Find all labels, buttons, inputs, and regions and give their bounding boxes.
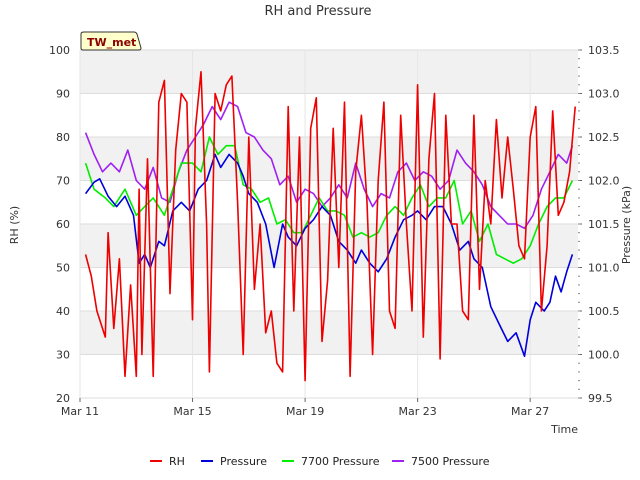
series-layer — [84, 71, 576, 382]
axes: 20 30 40 50 60 70 80 90 100 99.5 100.0 100.5 101.0 10… — [49, 44, 620, 418]
legend-label: 7700 Pressure — [301, 455, 380, 468]
legend-label: RH — [169, 455, 185, 468]
x-tick-label: Mar 27 — [511, 405, 549, 418]
y-right-tick-label: 103.0 — [588, 88, 620, 101]
y-right-tick-label: 102.0 — [588, 175, 620, 188]
x-axis-title: Time — [550, 423, 578, 436]
y-left-axis-title: RH (%) — [8, 206, 21, 244]
y-left-tick-label: 50 — [56, 262, 70, 275]
legend: RH Pressure 7700 Pressure 7500 Pressure — [150, 455, 490, 468]
chart-title: RH and Pressure — [264, 4, 371, 19]
x-tick-label: Mar 15 — [173, 405, 211, 418]
series-line-rh — [84, 71, 576, 382]
y-right-tick-label: 100.5 — [588, 305, 620, 318]
legend-item: RH — [150, 455, 185, 468]
y-right-tick-label: 100.0 — [588, 349, 620, 362]
y-left-tick-label: 40 — [56, 305, 70, 318]
legend-label: Pressure — [220, 455, 267, 468]
y-left-tick-label: 80 — [56, 131, 70, 144]
y-left-tick-label: 60 — [56, 218, 70, 231]
y-right-axis-title: Pressure (kPa) — [620, 186, 633, 264]
x-tick-label: Mar 11 — [61, 405, 99, 418]
station-badge-label: TW_met — [87, 36, 136, 49]
y-left-tick-label: 30 — [56, 349, 70, 362]
grid-band — [80, 311, 578, 355]
y-right-tick-label: 102.5 — [588, 131, 620, 144]
x-tick-label: Mar 23 — [399, 405, 437, 418]
legend-item: Pressure — [201, 455, 267, 468]
y-left-tick-label: 20 — [56, 392, 70, 405]
grid-band — [80, 50, 578, 94]
y-right-tick-label: 99.5 — [588, 392, 613, 405]
y-left-tick-label: 70 — [56, 175, 70, 188]
legend-item: 7500 Pressure — [392, 455, 490, 468]
y-right-tick-label: 103.5 — [588, 44, 620, 57]
legend-label: 7500 Pressure — [411, 455, 490, 468]
y-left-tick-label: 100 — [49, 44, 70, 57]
legend-item: 7700 Pressure — [282, 455, 380, 468]
x-tick-label: Mar 19 — [286, 405, 324, 418]
y-left-tick-label: 90 — [56, 88, 70, 101]
y-right-tick-label: 101.5 — [588, 218, 620, 231]
station-badge: TW_met — [80, 31, 142, 51]
y-right-tick-label: 101.0 — [588, 262, 620, 275]
